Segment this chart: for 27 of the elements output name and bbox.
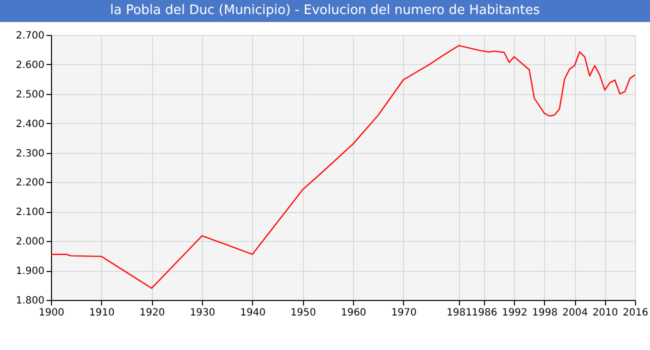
x-tick-label: 1970 [391, 308, 417, 318]
y-tick-label: 2.400 [16, 118, 44, 130]
y-tick-label: 2.300 [16, 148, 44, 160]
line-series [50, 45, 636, 289]
x-tick-label: 1998 [532, 308, 558, 318]
x-tick-label: 1960 [340, 308, 366, 318]
y-tick-label: 2.500 [16, 89, 44, 100]
x-tick-label: 1986 [472, 308, 498, 318]
x-tick-label: 1910 [89, 308, 115, 318]
y-tick-label: 1.800 [16, 296, 44, 306]
x-tick-label: 1920 [139, 308, 165, 318]
y-tick-label: 2.700 [16, 30, 44, 42]
x-tick-label: 1950 [290, 308, 316, 318]
x-tick-label: 2016 [622, 308, 648, 318]
x-tick-label: 2010 [592, 308, 618, 318]
y-tick-label: 2.100 [16, 207, 44, 218]
x-tick-label: 1992 [502, 308, 528, 318]
x-tick-label: 2004 [562, 308, 588, 318]
y-tick-label: 2.200 [16, 178, 44, 189]
x-tick-label: 1940 [240, 308, 266, 318]
chart-title: la Pobla del Duc (Municipio) - Evolucion del numero de Habitantes [0, 0, 650, 22]
y-tick-label: 2.600 [16, 60, 44, 71]
x-tick-label: 1981 [446, 308, 472, 318]
y-tick-label: 1.900 [16, 266, 44, 278]
y-tick-label: 2.000 [16, 236, 44, 248]
x-tick-label: 1900 [38, 308, 64, 318]
x-tick-label: 1930 [190, 308, 216, 318]
